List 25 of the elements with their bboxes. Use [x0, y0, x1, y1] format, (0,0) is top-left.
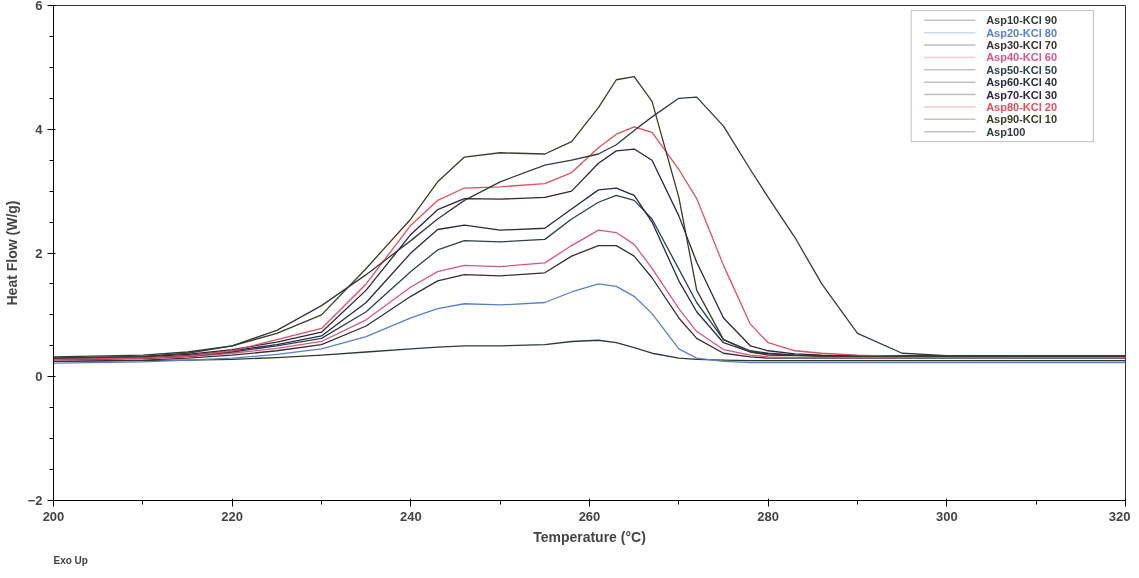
- legend-label: Asp40-KCl 60: [986, 51, 1058, 64]
- x-tick-label: 220: [221, 508, 244, 524]
- text: Exo Up: [53, 554, 88, 566]
- x-tick-label: 300: [935, 508, 958, 524]
- x-tick-label: 260: [578, 508, 601, 524]
- legend-label: Asp60-KCl 40: [986, 76, 1058, 89]
- y-tick-label: −2: [27, 493, 43, 508]
- y-axis-title: Heat Flow (W/g): [3, 200, 20, 306]
- legend-label: Asp20-KCl 80: [986, 26, 1058, 39]
- legend-label: Asp100: [986, 125, 1026, 138]
- y-tick-label: 4: [35, 121, 44, 137]
- legend-label: Asp80-KCl 20: [986, 100, 1058, 113]
- legend-label: Asp90-KCl 10: [986, 113, 1058, 126]
- legend-label: Asp70-KCl 30: [986, 88, 1058, 101]
- y-tick-label: 6: [35, 0, 43, 13]
- x-tick-label: 240: [399, 508, 422, 524]
- x-tick-label: 320: [1108, 508, 1131, 524]
- x-tick-label: 280: [757, 508, 780, 524]
- x-tick-label: 200: [42, 508, 65, 524]
- legend-label: Asp50-KCl 50: [986, 63, 1058, 76]
- y-tick-label: 2: [35, 245, 43, 261]
- y-tick-label: 0: [35, 369, 43, 385]
- x-axis-title: Temperature (°C): [533, 528, 646, 545]
- legend-label: Asp10-KCl 90: [986, 14, 1058, 27]
- legend-label: Asp30-KCl 70: [986, 39, 1058, 52]
